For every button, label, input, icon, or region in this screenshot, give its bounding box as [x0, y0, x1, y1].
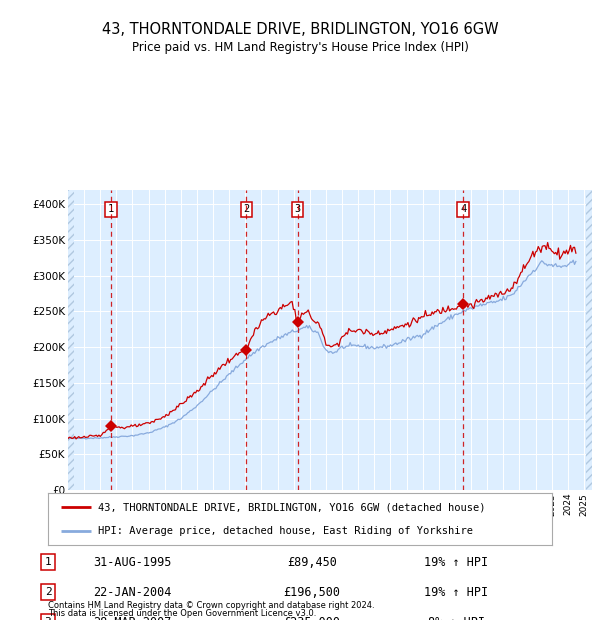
- Text: 3: 3: [44, 617, 52, 620]
- Text: 1: 1: [44, 557, 52, 567]
- Text: HPI: Average price, detached house, East Riding of Yorkshire: HPI: Average price, detached house, East…: [98, 526, 473, 536]
- Text: 4: 4: [460, 204, 466, 215]
- Text: Price paid vs. HM Land Registry's House Price Index (HPI): Price paid vs. HM Land Registry's House …: [131, 42, 469, 55]
- Text: 1: 1: [108, 204, 114, 215]
- Text: This data is licensed under the Open Government Licence v3.0.: This data is licensed under the Open Gov…: [48, 609, 316, 618]
- Text: 19% ↑ HPI: 19% ↑ HPI: [424, 585, 488, 598]
- Text: £235,000: £235,000: [284, 616, 341, 620]
- Text: 2: 2: [44, 587, 52, 597]
- Text: £196,500: £196,500: [284, 585, 341, 598]
- Text: 3: 3: [295, 204, 301, 215]
- Text: £89,450: £89,450: [287, 556, 337, 569]
- Text: 8% ↑ HPI: 8% ↑ HPI: [427, 616, 485, 620]
- Text: 31-AUG-1995: 31-AUG-1995: [93, 556, 171, 569]
- Text: 19% ↑ HPI: 19% ↑ HPI: [424, 556, 488, 569]
- Text: 2: 2: [243, 204, 250, 215]
- Text: 28-MAR-2007: 28-MAR-2007: [93, 616, 171, 620]
- Text: 22-JAN-2004: 22-JAN-2004: [93, 585, 171, 598]
- Text: Contains HM Land Registry data © Crown copyright and database right 2024.: Contains HM Land Registry data © Crown c…: [48, 601, 374, 610]
- Text: 43, THORNTONDALE DRIVE, BRIDLINGTON, YO16 6GW: 43, THORNTONDALE DRIVE, BRIDLINGTON, YO1…: [101, 22, 499, 37]
- Text: 43, THORNTONDALE DRIVE, BRIDLINGTON, YO16 6GW (detached house): 43, THORNTONDALE DRIVE, BRIDLINGTON, YO1…: [98, 502, 486, 512]
